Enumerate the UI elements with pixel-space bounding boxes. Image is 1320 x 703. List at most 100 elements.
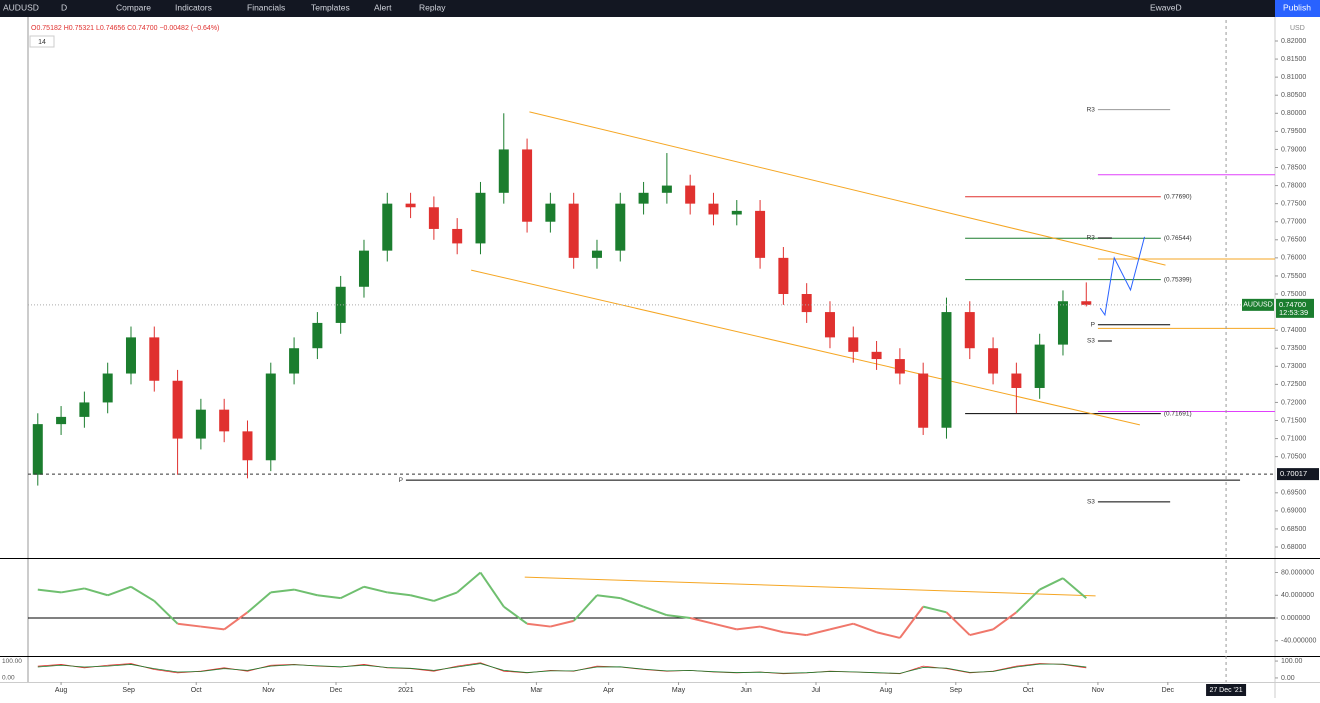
account[interactable]: EwaveD (1150, 2, 1182, 12)
countdown: 12:53:39 (1279, 308, 1308, 317)
projection (1099, 236, 1146, 317)
level-label: (0.71691) (1164, 410, 1192, 417)
x-tick-label: Mar (530, 687, 543, 694)
candle-body (638, 192, 649, 204)
oscillator-segment (479, 571, 505, 608)
badge: 14 (38, 39, 46, 46)
oscillator-segment (550, 619, 574, 628)
oscillator-segment (806, 628, 831, 637)
x-tick-label: Aug (880, 687, 893, 694)
x-tick-label: Sep (122, 687, 135, 694)
oscillator-segment (1015, 588, 1041, 614)
toolbar-item[interactable]: Alert (374, 2, 392, 12)
level-label: R3 (1087, 235, 1096, 242)
stoch-line (37, 662, 1087, 675)
candle-body (312, 322, 323, 349)
x-tick-label: Aug (55, 687, 68, 694)
oscillator-segment (1039, 577, 1064, 591)
oscillator-segment (410, 594, 435, 602)
toolbar-item[interactable]: Compare (116, 2, 151, 12)
y-tick-label: 0.71500 (1281, 417, 1306, 424)
price-tag-label: 0.74700 (1279, 300, 1306, 309)
oscillator-segment (759, 625, 784, 634)
candle-body (32, 424, 43, 475)
y-tick-label: 100.00 (1281, 658, 1303, 665)
candle-body (428, 207, 439, 229)
candle-body (568, 203, 579, 258)
x-tick-label: Jun (740, 687, 751, 694)
candle-body (102, 373, 113, 403)
y-tick-label: -40.000000 (1281, 638, 1317, 645)
candle-body (452, 228, 463, 244)
candle-body (475, 192, 486, 244)
symbol[interactable]: AUDUSD (3, 2, 39, 12)
candle-body (172, 380, 183, 439)
oscillator-segment (503, 605, 528, 625)
x-tick-label: Dec (1162, 687, 1175, 694)
y-tick-label: 0.75000 (1281, 291, 1306, 298)
toolbar-item[interactable]: Financials (247, 2, 285, 12)
oscillator-segment (456, 571, 482, 594)
candle-body (265, 373, 276, 461)
x-tick-label: 2021 (398, 687, 414, 694)
oscillator-segment (689, 617, 714, 625)
candle-body (1011, 373, 1022, 388)
x-tick-label: Feb (463, 687, 475, 694)
candle-body (219, 409, 230, 432)
candle-body (894, 359, 905, 374)
oscillator-segment (84, 587, 108, 597)
candle-body (358, 250, 369, 287)
candle-body (755, 210, 766, 258)
symbol-tag-label: AUDUSD (1243, 302, 1273, 309)
toolbar-item[interactable]: Indicators (175, 2, 212, 12)
candle-body (149, 337, 160, 381)
toolbar-item[interactable]: Templates (311, 2, 350, 12)
candle-body (685, 185, 696, 204)
date-tag-label: 27 Dec '21 (1209, 687, 1242, 694)
y-tick-label: 0.77500 (1281, 200, 1306, 207)
oscillator-segment (363, 585, 388, 594)
oscillator-segment (387, 591, 411, 597)
level-label: (0.75399) (1164, 276, 1192, 283)
candle-body (1034, 344, 1045, 388)
candle-body (661, 185, 672, 193)
x-tick-label: Dec (330, 687, 343, 694)
level-label: (0.77690) (1164, 193, 1192, 200)
interval[interactable]: D (61, 2, 67, 12)
publish[interactable]: Publish (1283, 2, 1311, 12)
y-tick-label: 0.73500 (1281, 345, 1306, 352)
candle-body (871, 351, 882, 360)
candle-body (522, 149, 533, 222)
x-tick-label: May (672, 687, 686, 694)
y-tick-label: 0.82000 (1281, 38, 1306, 45)
ohlc-legend: O0.75182 H0.75321 L0.74656 C0.74700 −0.0… (31, 25, 219, 32)
y-tick-label: 40.000000 (1281, 592, 1314, 599)
candle-body (382, 203, 393, 251)
oscillator-segment (246, 591, 272, 614)
currency[interactable]: USD (1290, 25, 1305, 32)
candle-body (964, 312, 975, 349)
y-tick-label: 0.69000 (1281, 508, 1306, 515)
oscillator-segment (340, 585, 365, 600)
candle-body (918, 373, 929, 428)
x-tick-label: Oct (191, 687, 202, 694)
candle-body (545, 203, 556, 222)
publish-button[interactable] (1275, 0, 1320, 17)
y-tick-label: 0.80500 (1281, 92, 1306, 99)
toolbar-item[interactable]: Replay (419, 2, 446, 12)
candle-body (591, 250, 602, 258)
candle-body (778, 257, 789, 295)
stoch-line (37, 663, 1087, 674)
y-tick-label: 0.79500 (1281, 128, 1306, 135)
oscillator-segment (829, 622, 854, 631)
badge-box (29, 35, 55, 48)
oscillator-segment (130, 585, 155, 602)
candle-body (731, 210, 742, 215)
y-tick-label: 0.72000 (1281, 399, 1306, 406)
candle-body (498, 149, 509, 193)
y-tick-label-left: 100.00 (2, 658, 22, 665)
y-tick-label-left: 0.00 (2, 675, 15, 682)
reference-label: 0.70017 (1280, 469, 1307, 478)
candle-body (79, 402, 90, 417)
